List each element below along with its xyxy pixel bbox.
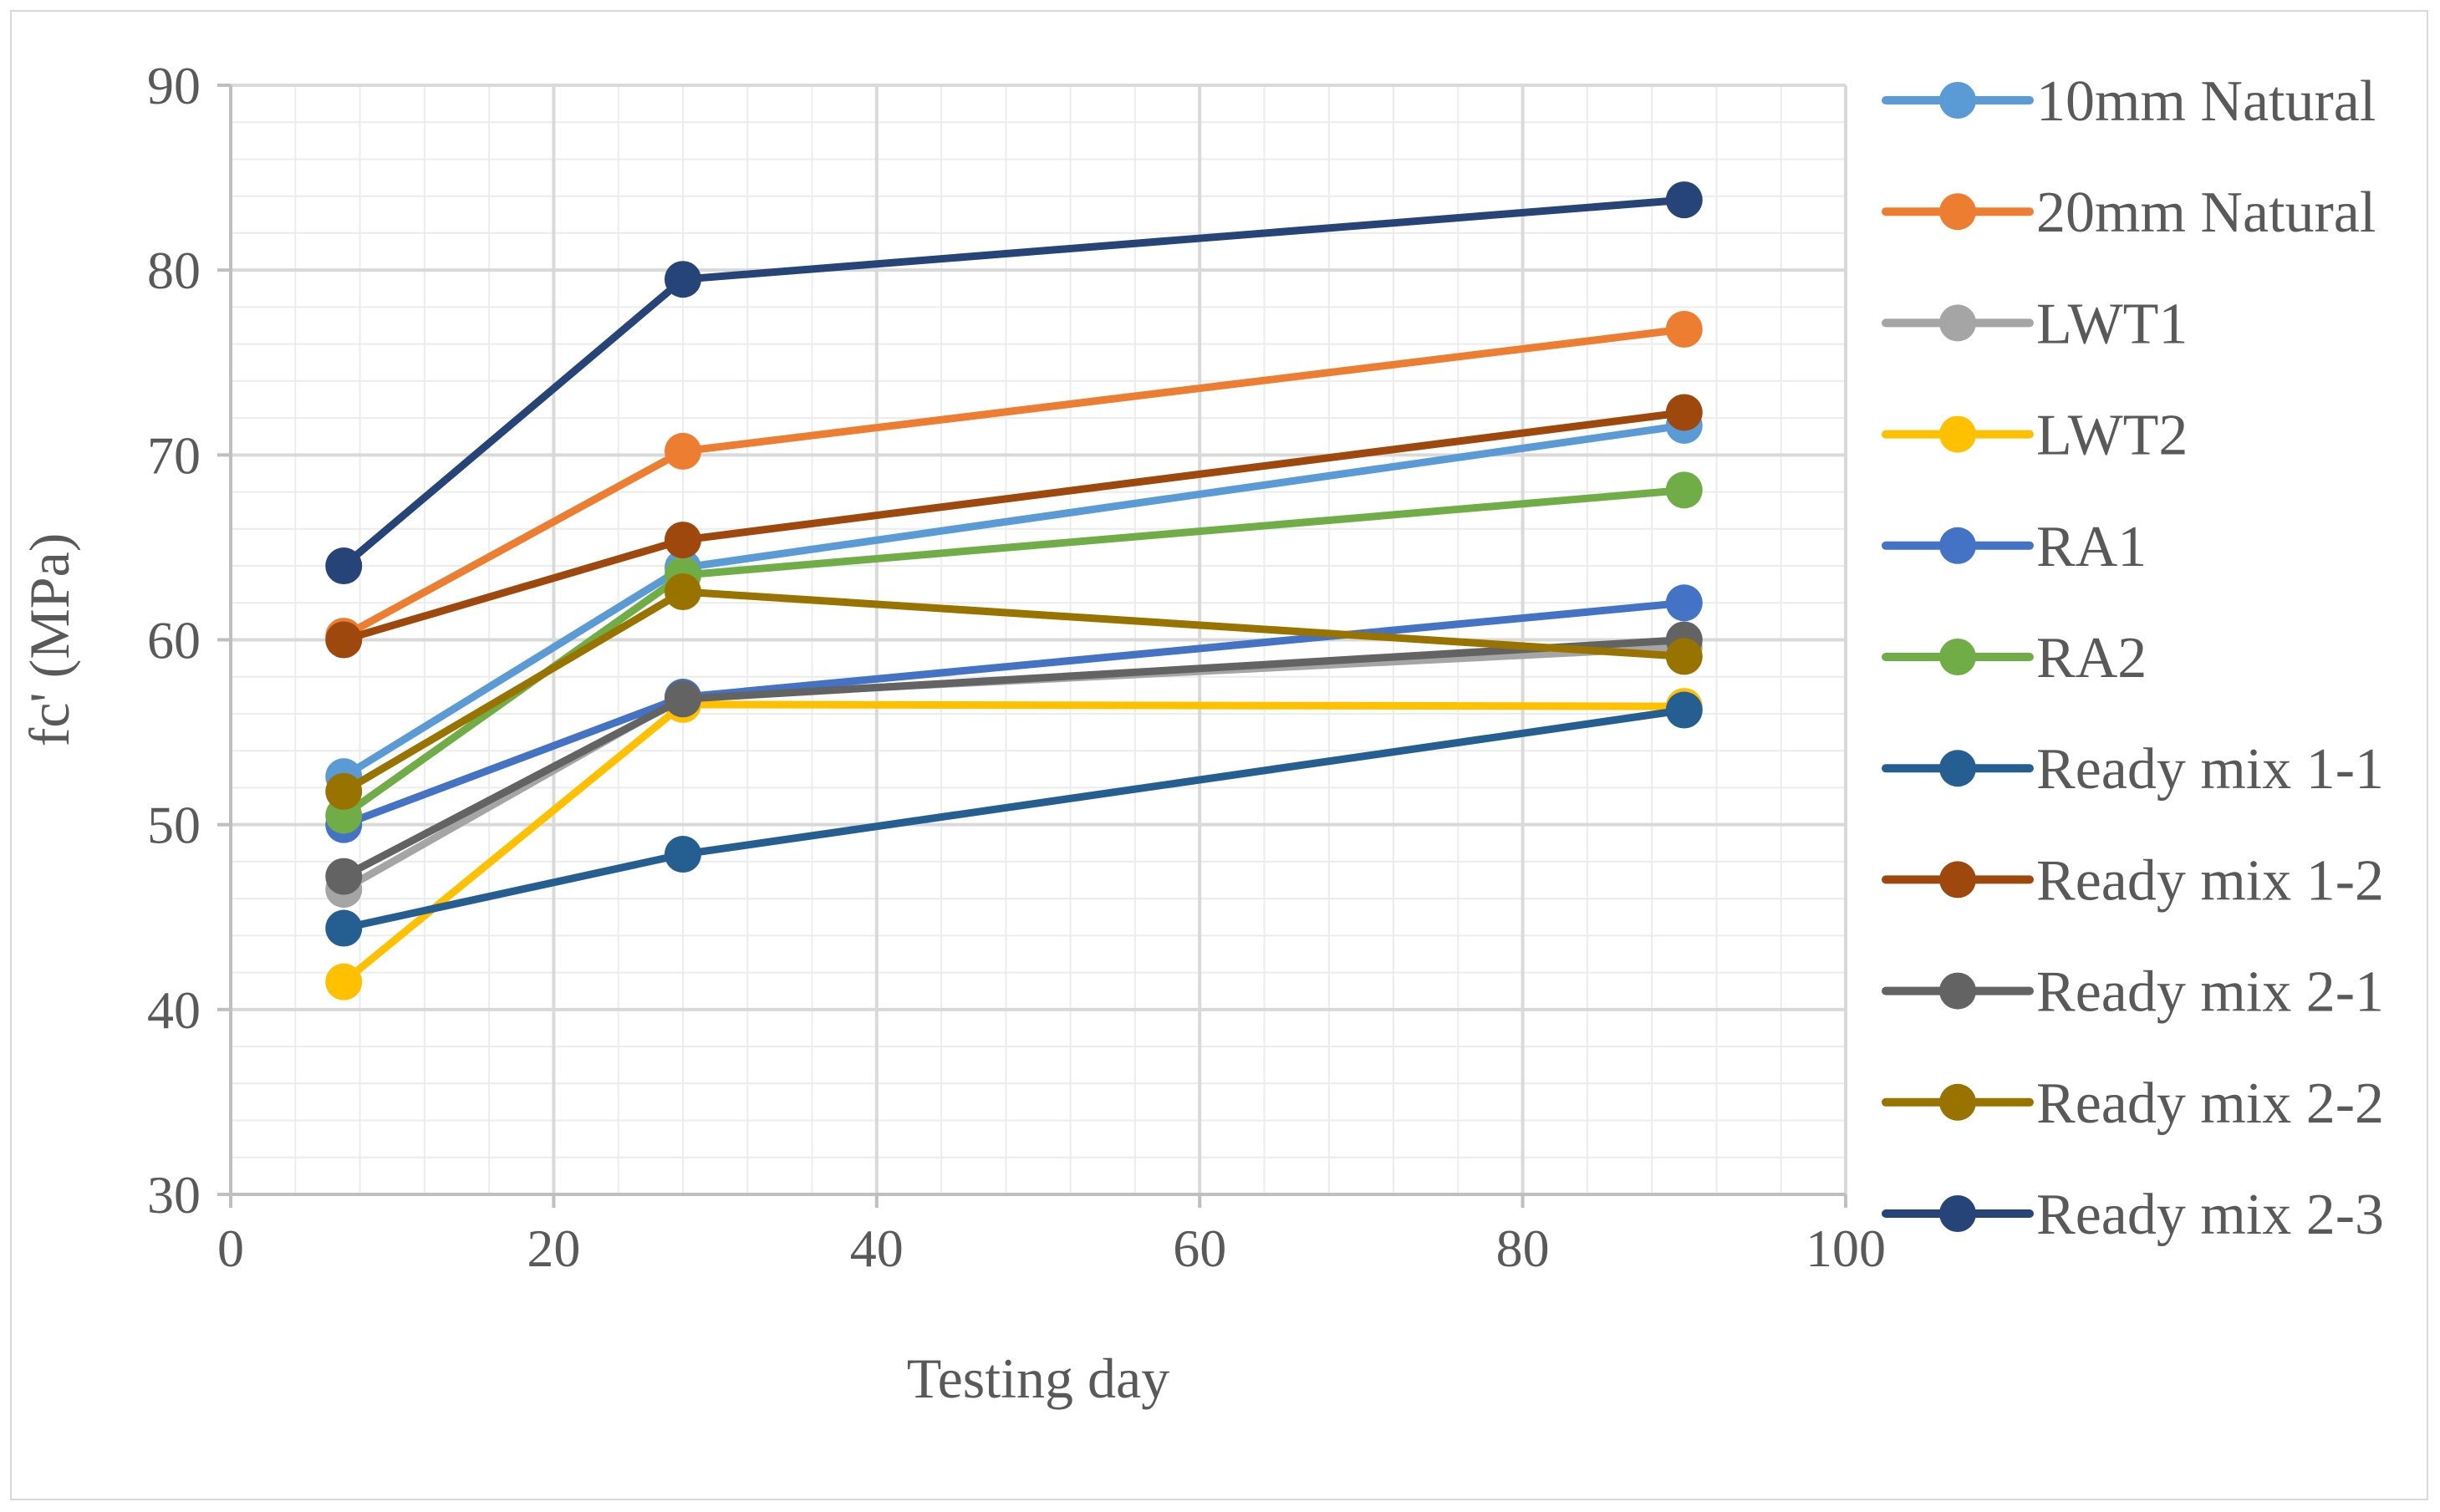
legend-label: Ready mix 2-2 <box>2036 1072 2384 1136</box>
x-tick-label: 40 <box>850 1219 904 1278</box>
legend-item: LWT2 <box>1882 404 2188 468</box>
data-point <box>325 621 363 659</box>
legend-label: RA1 <box>2036 515 2147 579</box>
legend-swatch-marker <box>1939 861 1976 899</box>
legend-swatch-marker <box>1939 82 1976 119</box>
data-point <box>1665 394 1703 431</box>
data-point <box>1665 310 1703 348</box>
data-point <box>325 547 363 585</box>
series-ready-mix-2-2 <box>325 573 1703 810</box>
legend-swatch-marker <box>1939 1195 1976 1232</box>
legend-label: LWT1 <box>2036 292 2188 356</box>
data-point <box>664 573 701 610</box>
series-lwt2 <box>325 685 1703 1000</box>
legend-swatch-marker <box>1939 750 1976 787</box>
data-point <box>1665 584 1703 622</box>
legend-swatch-marker <box>1939 193 1976 231</box>
series-ready-mix-1-2 <box>325 394 1703 659</box>
legend-item: Ready mix 2-1 <box>1882 960 2384 1025</box>
legend-swatch-marker <box>1939 639 1976 675</box>
y-tick-label: 60 <box>147 611 201 670</box>
legend-item: Ready mix 2-3 <box>1882 1183 2384 1247</box>
x-tick-label: 100 <box>1806 1219 1886 1278</box>
data-point <box>325 858 363 895</box>
x-tick-label: 60 <box>1173 1219 1226 1278</box>
legend-swatch-marker <box>1939 972 1976 1010</box>
axes <box>217 84 1847 1208</box>
legend-swatch-marker <box>1939 415 1976 453</box>
data-point <box>664 261 701 298</box>
data-point <box>325 772 363 810</box>
y-tick-label: 80 <box>147 241 201 300</box>
legend-item: LWT1 <box>1882 292 2188 356</box>
y-tick-label: 30 <box>147 1165 201 1224</box>
legend-label: Ready mix 2-1 <box>2036 960 2384 1025</box>
data-point <box>325 909 363 947</box>
y-axis-title: fc' (MPa) <box>18 533 81 747</box>
x-axis-title: Testing day <box>907 1347 1169 1410</box>
series-line <box>339 325 1689 640</box>
x-axis-tick-labels: 0 20 40 60 80 100 <box>217 1219 1886 1278</box>
legend-label: Ready mix 2-3 <box>2036 1183 2384 1247</box>
chart-frame <box>10 10 2428 1500</box>
legend-item: 10mm Natural <box>1882 69 2376 134</box>
series-ready-mix-1-1 <box>325 691 1703 947</box>
legend-label: RA2 <box>2036 626 2147 690</box>
data-point <box>1665 471 1703 509</box>
major-gridlines <box>229 84 1847 1196</box>
legend-item: Ready mix 2-2 <box>1882 1072 2384 1136</box>
x-tick-label: 0 <box>217 1219 244 1278</box>
y-tick-label: 50 <box>147 796 201 855</box>
legend-item: RA2 <box>1882 626 2147 690</box>
legend-label: LWT2 <box>2036 404 2188 468</box>
series-ready-mix-2-3 <box>325 181 1703 585</box>
x-tick-label: 20 <box>527 1219 580 1278</box>
legend-item: 20mm Natural <box>1882 181 2376 245</box>
series-line <box>339 421 1689 781</box>
data-point <box>325 963 363 1000</box>
legend-item: Ready mix 1-2 <box>1882 848 2384 913</box>
series-layer <box>325 181 1703 1000</box>
y-tick-label: 70 <box>147 425 201 485</box>
y-axis-tick-labels: 30 40 50 60 70 80 90 <box>147 56 201 1224</box>
y-tick-label: 90 <box>147 56 201 115</box>
legend-swatch-marker <box>1939 1083 1976 1121</box>
legend-label: 20mm Natural <box>2036 181 2376 245</box>
series-lwt1 <box>325 629 1703 909</box>
data-point <box>1665 691 1703 729</box>
data-point <box>664 680 701 718</box>
legend-label: Ready mix 1-2 <box>2036 848 2384 913</box>
legend-item: Ready mix 1-1 <box>1882 737 2384 802</box>
legend-swatch-marker <box>1939 304 1976 342</box>
legend: 10mm Natural 20mm Natural LWT1 LWT2 RA1 RA2 Re… <box>1882 69 2384 1247</box>
data-point <box>1665 181 1703 219</box>
data-point <box>664 522 701 559</box>
legend-swatch-marker <box>1939 527 1976 564</box>
data-point <box>1665 638 1703 675</box>
y-tick-label: 40 <box>147 980 201 1040</box>
legend-item: RA1 <box>1882 515 2147 579</box>
data-point <box>664 432 701 470</box>
legend-label: Ready mix 1-1 <box>2036 737 2384 802</box>
x-tick-label: 80 <box>1496 1219 1550 1278</box>
data-point <box>664 836 701 873</box>
legend-label: 10mm Natural <box>2036 69 2376 134</box>
